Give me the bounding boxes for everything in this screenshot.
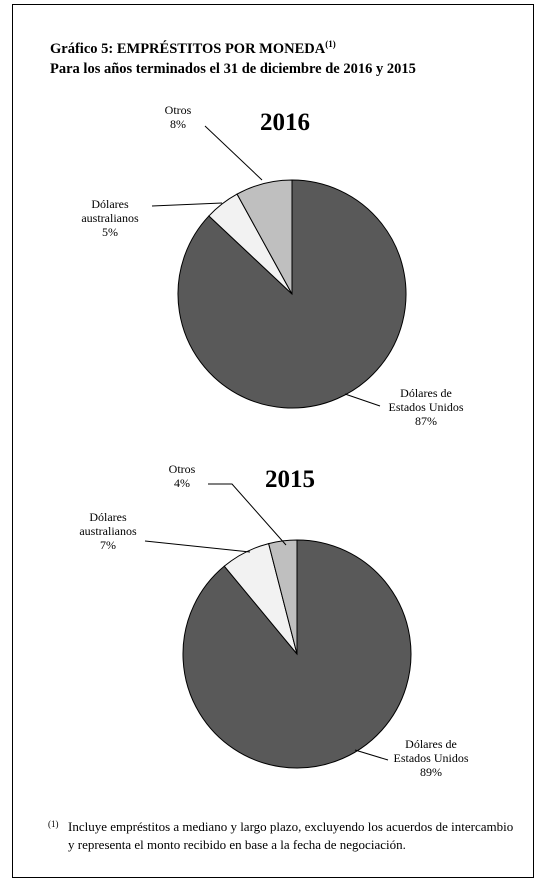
pie-2015-label-1-line-2: 7% (100, 538, 116, 552)
pie-2015-label-0: Dólares de Estados Unidos 89% (394, 737, 469, 779)
chart-subtitle: Para los años terminados el 31 de diciem… (50, 61, 416, 77)
pie-2015-label-0-line-2: 89% (420, 765, 442, 779)
pie-2016-leader-0 (344, 393, 381, 407)
pie-2015-label-1-line-0: Dólares (89, 510, 127, 524)
pie-2015-label-1-line-1: australianos (79, 524, 137, 538)
pie-2016-title: 2016 (260, 109, 310, 136)
figure-frame (12, 4, 534, 878)
pie-2015-leader-1 (144, 540, 251, 553)
pie-2016-label-0: Dólares de Estados Unidos 87% (389, 386, 464, 428)
pie-2016-label-1-line-2: 5% (102, 225, 118, 239)
pie-2015-leader-0 (354, 749, 389, 761)
chart-title-superscript: (1) (325, 39, 336, 49)
pie-2015-label-0-line-0: Dólares de (405, 737, 457, 751)
pie-2015-label-1: Dólares australianos 7% (79, 510, 137, 552)
chart-title-line1: Gráfico 5: EMPRÉSTITOS POR MONEDA (50, 41, 326, 57)
pie-2016-label-1-line-0: Dólares (91, 197, 129, 211)
chart-title: Gráfico 5: EMPRÉSTITOS POR MONEDA(1) Par… (50, 34, 416, 79)
pie-2015-label-0-line-1: Estados Unidos (394, 751, 469, 765)
pie-2015-label-2: Otros 4% (169, 462, 196, 490)
pie-2016-label-2-line-0: Otros (165, 103, 192, 117)
pie-2015-leader-2 (208, 483, 287, 546)
pie-2016-label-0-line-2: 87% (415, 414, 437, 428)
pie-2016-slice-2 (236, 179, 293, 295)
pie-2016-label-2-line-1: 8% (170, 117, 186, 131)
pie-2016-label-2: Otros 8% (165, 103, 192, 131)
pie-2016-label-0-line-0: Dólares de (400, 386, 452, 400)
pie-2016-label-1: Dólares australianos 5% (81, 197, 139, 239)
pie-2016-label-1-line-1: australianos (81, 211, 139, 225)
pie-2016-label-0-line-1: Estados Unidos (389, 400, 464, 414)
footnote: (1) Incluye empréstitos a mediano y larg… (48, 818, 518, 854)
footnote-marker: (1) (48, 819, 59, 829)
pie-2015-label-2-line-1: 4% (174, 476, 190, 490)
pie-2015-label-2-line-0: Otros (169, 462, 196, 476)
pie-2016-leader-2 (204, 125, 263, 181)
footnote-text: Incluye empréstitos a mediano y largo pl… (68, 819, 514, 852)
pie-2015-title: 2015 (265, 466, 315, 493)
pie-2016-leader-1 (151, 202, 223, 207)
